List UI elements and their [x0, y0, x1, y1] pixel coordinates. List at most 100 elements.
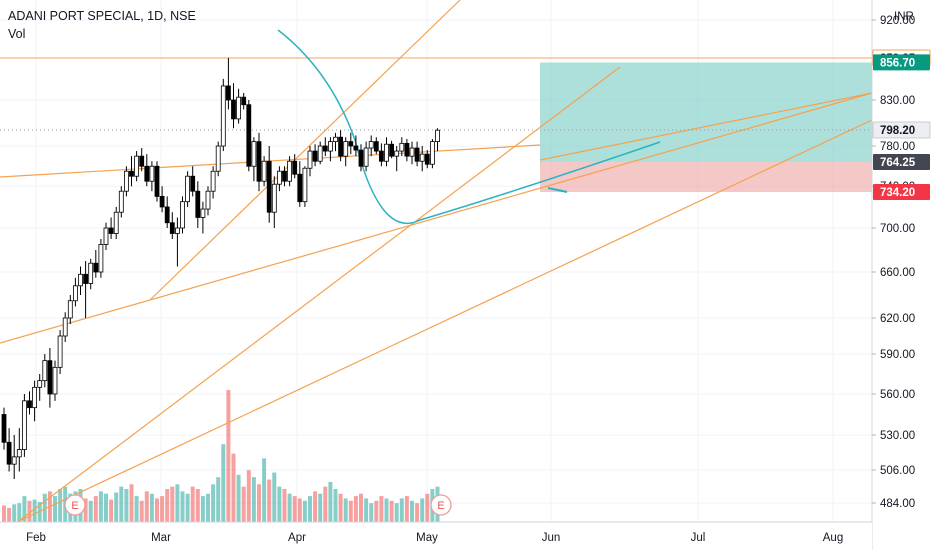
candle-body — [169, 222, 175, 234]
y-tick-label: 484.00 — [880, 498, 915, 510]
volume-indicator-label[interactable]: Vol — [8, 27, 26, 41]
earnings-letter: E — [437, 500, 444, 512]
candle-body — [78, 273, 83, 287]
candle-body — [236, 96, 242, 120]
volume-bar — [17, 503, 22, 522]
volume-bar — [384, 498, 389, 522]
candle-body — [215, 145, 221, 172]
x-tick-label: Feb — [26, 532, 46, 544]
volume-bar — [246, 470, 251, 522]
y-tick-label: 780.00 — [880, 141, 915, 153]
volume-bar — [415, 503, 420, 522]
candle-body — [185, 175, 191, 203]
candle-body — [174, 227, 180, 234]
candle-body — [333, 136, 338, 143]
volume-bar — [267, 479, 272, 522]
curve-stub — [547, 187, 568, 193]
time-axis[interactable]: Feb Mar Apr May Jun Jul Aug — [0, 521, 872, 550]
candle-body — [159, 196, 165, 208]
candle-body — [42, 360, 48, 382]
volume-bar — [343, 498, 348, 522]
candle-body — [21, 400, 27, 450]
volume-bar — [7, 507, 12, 522]
y-tick-label: 530.00 — [880, 430, 915, 442]
candle-body — [302, 167, 308, 203]
candle-body — [276, 170, 282, 185]
candle-body — [312, 150, 318, 162]
candle-body — [358, 149, 364, 167]
volume-bar — [399, 498, 404, 522]
symbol-title[interactable]: ADANI PORT SPECIAL, 1D, NSE — [8, 9, 196, 23]
candle-body — [98, 244, 104, 273]
volume-bar — [241, 486, 246, 522]
candle-body — [88, 262, 94, 284]
volume-bar — [27, 500, 32, 522]
candle-body — [414, 147, 420, 162]
target-zone — [540, 62, 872, 162]
volume-bar — [404, 496, 409, 522]
candle-body — [373, 141, 379, 152]
candle-body — [271, 183, 277, 213]
volume-bar — [277, 486, 282, 522]
candle-body — [180, 201, 185, 229]
volume-bar — [369, 503, 374, 522]
earnings-marker[interactable]: E — [64, 494, 86, 516]
candle-body — [195, 190, 201, 218]
time-axis-bg — [0, 522, 872, 550]
volume-bar — [53, 496, 57, 522]
volume-bar — [297, 498, 302, 522]
volume-bar — [231, 453, 236, 522]
candle-body — [378, 150, 384, 162]
volume-bar — [88, 500, 93, 522]
candle-body — [251, 141, 257, 167]
position-zones[interactable] — [540, 62, 872, 192]
price-tag-label: 764.25 — [880, 157, 916, 169]
volume-bar — [114, 492, 119, 522]
candle-body — [409, 147, 415, 157]
volume-bar — [364, 498, 369, 522]
volume-bar — [389, 500, 394, 522]
candle-body — [241, 96, 247, 106]
candle-body — [32, 386, 37, 409]
candle-body — [164, 206, 170, 224]
volume-bar — [394, 503, 399, 522]
candle-body — [62, 317, 68, 337]
stop-zone — [540, 162, 872, 192]
price-tag-label: 798.20 — [880, 125, 915, 137]
candle-body — [118, 190, 124, 213]
volume-bar — [420, 498, 425, 522]
volume-bar — [160, 496, 165, 522]
y-tick-label: 700.00 — [880, 223, 915, 235]
volume-bar — [425, 493, 430, 522]
volume-bar — [353, 496, 358, 522]
candle-body — [287, 160, 293, 182]
volume-bar — [190, 486, 195, 522]
volume-bar — [272, 472, 277, 522]
candle-body — [424, 153, 430, 165]
volume-bar — [58, 489, 63, 522]
price-axis[interactable]: INR920.00859.85830.00780.00740.00700.006… — [871, 0, 932, 550]
price-tag: 856.70 — [873, 54, 930, 71]
candle-body — [52, 366, 58, 395]
candle-body — [363, 147, 369, 167]
candle-body — [67, 300, 73, 319]
volume-bar — [12, 504, 17, 522]
volume-bar — [216, 477, 221, 522]
candle-body — [149, 165, 155, 182]
volume-bar — [170, 486, 175, 522]
volume-bar — [83, 498, 88, 522]
volume-bar — [282, 489, 287, 522]
x-tick-label: Jul — [691, 532, 706, 544]
candle-body — [429, 141, 435, 165]
earnings-marker[interactable]: E — [430, 494, 452, 516]
volume-bar — [333, 489, 338, 522]
volume-bar — [302, 500, 307, 522]
candle-body — [404, 142, 410, 157]
volume-bar — [206, 493, 210, 522]
volume-bar — [129, 484, 134, 522]
price-tag: 764.25 — [873, 154, 930, 170]
candle-body — [190, 175, 196, 192]
volume-bar — [236, 474, 241, 522]
